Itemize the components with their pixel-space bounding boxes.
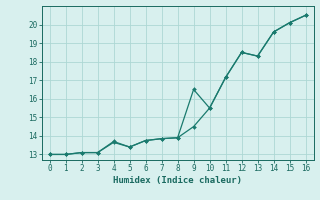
X-axis label: Humidex (Indice chaleur): Humidex (Indice chaleur)	[113, 176, 242, 185]
